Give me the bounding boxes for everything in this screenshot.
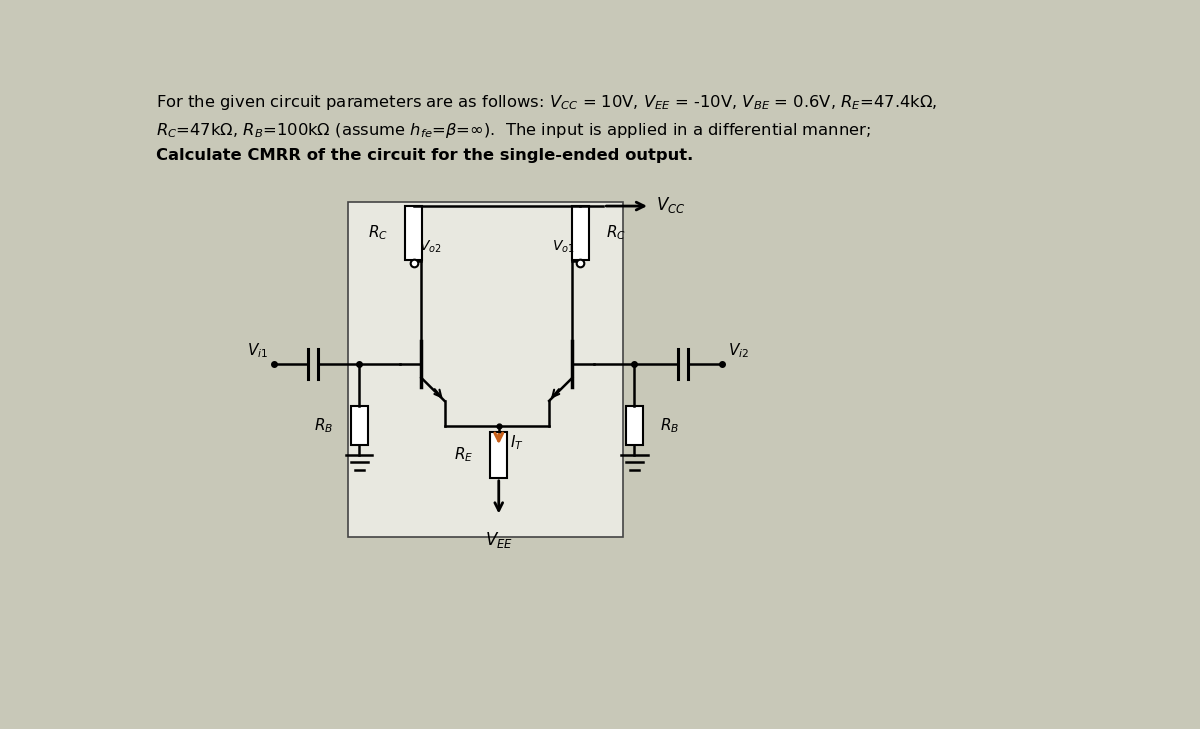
Text: $R_C$: $R_C$ <box>606 224 625 242</box>
FancyBboxPatch shape <box>491 432 508 478</box>
Text: $R_C$=47k$\Omega$, $R_B$=100k$\Omega$ (assume $h_{fe}$=$\beta$=$\infty$).  The i: $R_C$=47k$\Omega$, $R_B$=100k$\Omega$ (a… <box>156 120 871 139</box>
FancyBboxPatch shape <box>571 206 589 260</box>
Text: $V_{i2}$: $V_{i2}$ <box>728 341 749 360</box>
FancyBboxPatch shape <box>404 206 422 260</box>
Text: $V_{o1}$: $V_{o1}$ <box>552 239 575 255</box>
Text: $R_E$: $R_E$ <box>454 445 473 464</box>
Text: $V_{i1}$: $V_{i1}$ <box>247 341 268 360</box>
Text: $R_B$: $R_B$ <box>660 416 679 435</box>
FancyBboxPatch shape <box>626 406 643 445</box>
FancyBboxPatch shape <box>348 202 623 537</box>
Text: $V_{CC}$: $V_{CC}$ <box>656 195 685 214</box>
Text: For the given circuit parameters are as follows: $V_{CC}$ = 10V, $V_{EE}$ = -10V: For the given circuit parameters are as … <box>156 93 937 112</box>
Text: $V_{EE}$: $V_{EE}$ <box>485 530 512 550</box>
Text: $R_B$: $R_B$ <box>314 416 334 435</box>
Text: $R_C$: $R_C$ <box>368 224 388 242</box>
Text: $I_T$: $I_T$ <box>510 433 523 452</box>
Text: $V_{o2}$: $V_{o2}$ <box>419 239 442 255</box>
Text: Calculate CMRR of the circuit for the single-ended output.: Calculate CMRR of the circuit for the si… <box>156 148 694 163</box>
FancyBboxPatch shape <box>350 406 367 445</box>
